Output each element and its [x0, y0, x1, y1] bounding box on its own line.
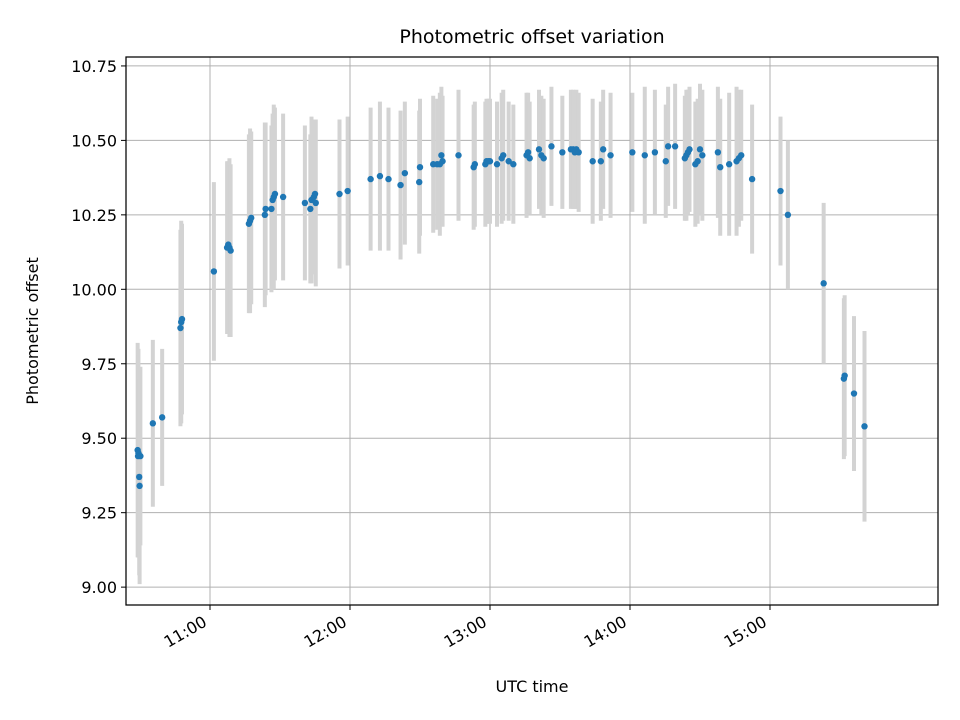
y-axis: 9.00 9.25 9.50 9.75 10.00 10.25 10.50 10.75: [71, 57, 126, 597]
data-point: [575, 149, 582, 156]
data-point: [438, 152, 445, 159]
data-point: [540, 155, 547, 162]
data-point: [714, 149, 722, 156]
data-point: [137, 452, 144, 460]
y-tick-label: 9.00: [81, 578, 117, 597]
data-point: [307, 205, 314, 213]
chart-title: Photometric offset variation: [399, 26, 664, 48]
data-point: [524, 149, 532, 156]
data-point: [455, 152, 462, 159]
data-point: [376, 172, 384, 180]
data-point: [599, 146, 607, 153]
data-point: [589, 158, 596, 165]
data-point: [607, 152, 614, 159]
data-point: [262, 205, 269, 213]
data-point: [367, 175, 374, 183]
data-point: [336, 190, 343, 198]
data-point: [397, 181, 404, 189]
data-point: [493, 161, 501, 168]
data-point: [248, 214, 255, 222]
data-points: [134, 143, 868, 490]
data-point: [136, 482, 143, 490]
data-point: [486, 158, 494, 165]
data-point: [820, 280, 827, 287]
data-point: [559, 149, 566, 156]
y-tick-label: 9.75: [81, 355, 117, 374]
data-point: [401, 169, 409, 177]
data-point: [526, 155, 533, 162]
y-tick-label: 9.50: [81, 429, 117, 448]
data-point: [699, 152, 706, 159]
data-point: [748, 175, 756, 183]
data-point: [651, 149, 659, 156]
data-point: [279, 193, 287, 201]
data-point: [500, 152, 507, 159]
plot-frame: [125, 56, 939, 606]
data-point: [311, 190, 319, 198]
data-point: [136, 473, 143, 481]
data-point: [671, 143, 679, 150]
data-point: [548, 143, 555, 150]
data-point: [505, 158, 512, 165]
data-point: [210, 268, 218, 275]
data-point: [177, 324, 184, 332]
y-tick-label: 10.75: [71, 57, 117, 76]
data-point: [738, 152, 745, 159]
data-point: [301, 199, 309, 207]
data-point: [629, 149, 636, 156]
data-point: [271, 190, 279, 198]
data-point: [344, 187, 351, 195]
y-tick-label: 9.25: [81, 504, 117, 523]
data-point: [696, 146, 704, 153]
data-point: [725, 161, 733, 168]
data-point: [664, 143, 672, 150]
data-point: [535, 146, 543, 153]
data-point: [662, 158, 669, 165]
data-point: [416, 163, 424, 171]
data-point: [268, 205, 275, 213]
data-point: [597, 158, 605, 165]
x-axis-label: UTC time: [496, 677, 569, 696]
data-point: [861, 423, 868, 430]
data-point: [784, 211, 792, 219]
data-point: [686, 146, 693, 153]
data-point: [312, 199, 319, 207]
data-point: [416, 178, 423, 186]
y-tick-label: 10.50: [71, 131, 117, 150]
data-point: [227, 247, 234, 254]
data-point: [158, 414, 166, 421]
data-point: [841, 372, 848, 379]
y-tick-label: 10.25: [71, 206, 117, 225]
data-point: [777, 187, 784, 195]
data-point: [471, 161, 479, 168]
data-point: [694, 158, 701, 165]
data-point: [717, 163, 724, 171]
data-point: [178, 315, 186, 323]
data-point: [850, 390, 858, 397]
data-point: [439, 158, 446, 165]
data-point: [261, 211, 269, 219]
data-point: [641, 152, 648, 159]
y-tick-label: 10.00: [71, 280, 117, 299]
data-point: [385, 175, 392, 183]
y-axis-label: Photometric offset: [23, 257, 42, 405]
data-point: [510, 161, 517, 168]
data-point: [149, 420, 157, 427]
